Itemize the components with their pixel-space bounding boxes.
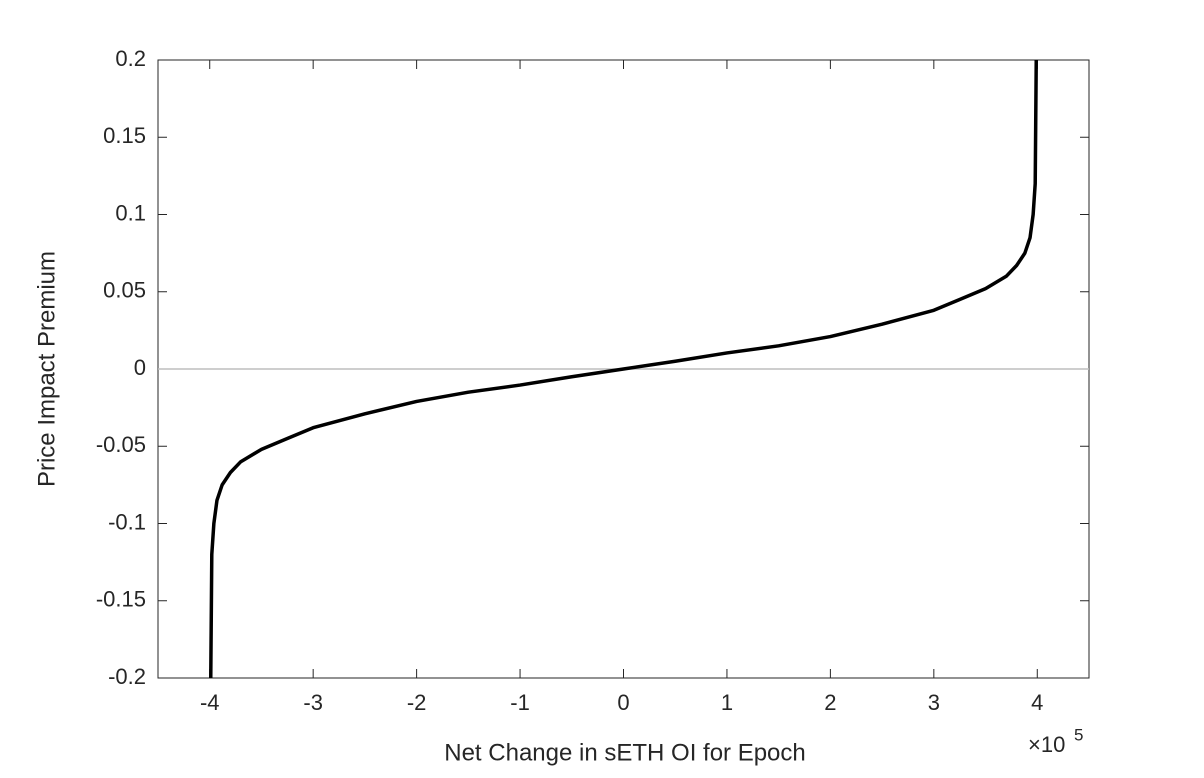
x-multiplier: ×10: [1028, 732, 1065, 757]
y-tick-label: 0: [134, 355, 146, 380]
x-tick-label: -3: [303, 690, 323, 715]
y-axis-label: Price Impact Premium: [33, 251, 60, 487]
x-exponent: 5: [1074, 725, 1083, 744]
y-tick-label: 0.15: [103, 123, 146, 148]
x-tick-label: 1: [721, 690, 733, 715]
y-tick-label: -0.15: [96, 587, 146, 612]
x-tick-label: -1: [510, 690, 530, 715]
y-tick-label: 0.2: [115, 46, 146, 71]
y-tick-label: -0.05: [96, 432, 146, 457]
x-tick-label: -4: [200, 690, 220, 715]
y-tick-label: -0.2: [108, 664, 146, 689]
x-axis-label: Net Change in sETH OI for Epoch: [444, 739, 806, 766]
x-tick-label: -2: [407, 690, 427, 715]
line: [209, 59, 1038, 679]
x-tick-label: 4: [1031, 690, 1043, 715]
y-tick-label: -0.1: [108, 509, 146, 534]
x-tick-label: 3: [928, 690, 940, 715]
y-tick-label: 0.1: [115, 200, 146, 225]
x-tick-label: 2: [824, 690, 836, 715]
y-tick-label: 0.05: [103, 278, 146, 303]
x-tick-label: 0: [617, 690, 629, 715]
